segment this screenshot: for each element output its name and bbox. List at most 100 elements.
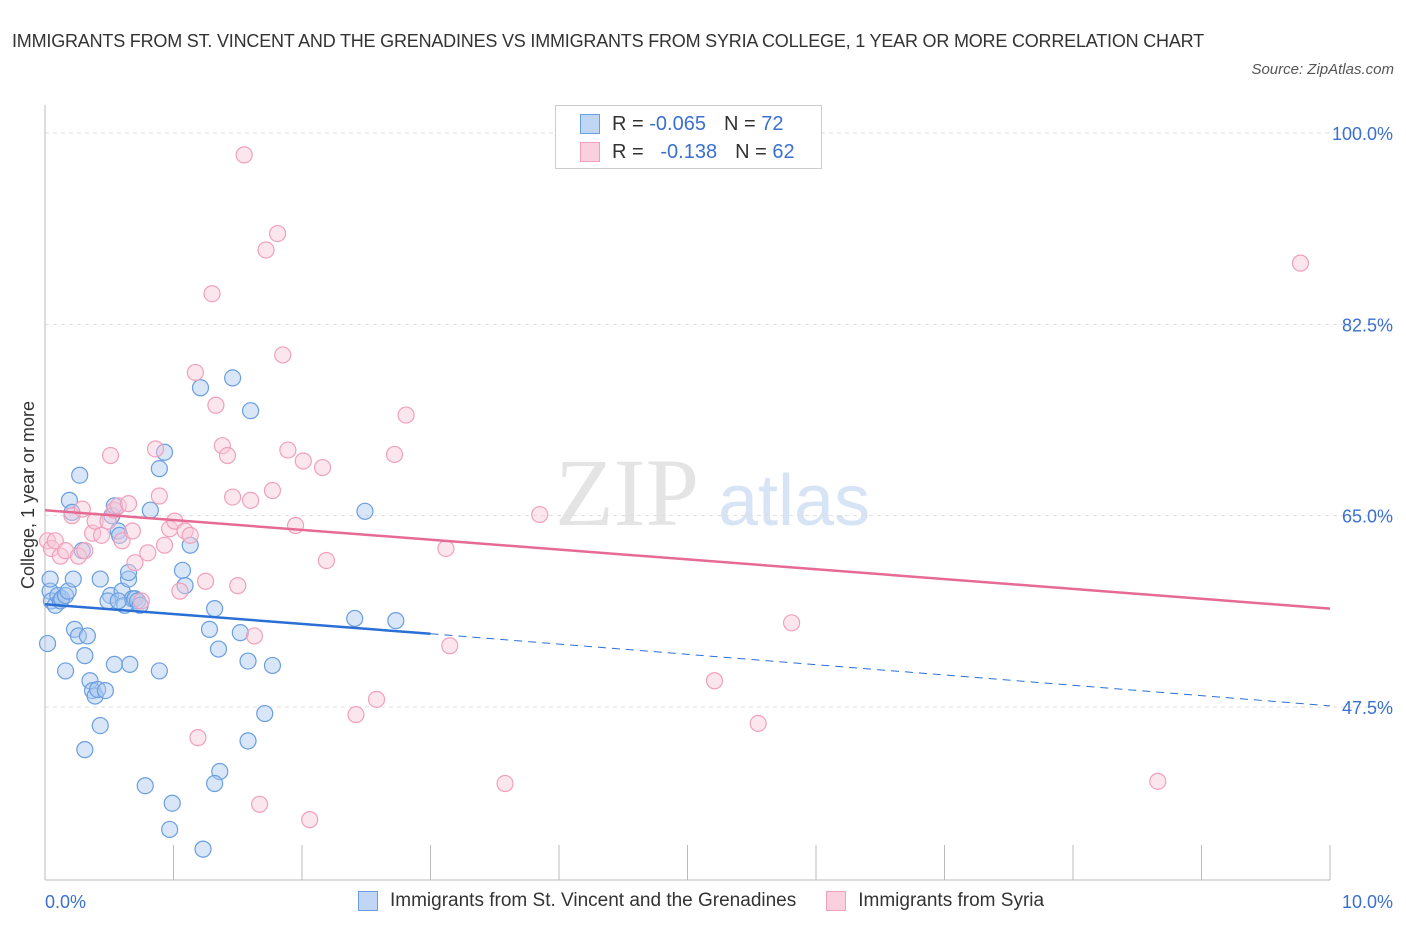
y-axis-label: College, 1 year or more bbox=[18, 401, 38, 589]
syria-point bbox=[109, 497, 127, 515]
syria-point bbox=[286, 516, 305, 535]
series-legend-stvincent: Immigrants from St. Vincent and the Gren… bbox=[358, 890, 796, 912]
n-value: 62 bbox=[772, 140, 795, 163]
syria-point bbox=[274, 346, 292, 364]
syria-point bbox=[397, 406, 415, 424]
syria-point bbox=[76, 542, 94, 560]
stvincent-point bbox=[346, 609, 364, 628]
syria-point bbox=[257, 241, 275, 259]
syria-point bbox=[385, 445, 404, 464]
n-label: N = bbox=[723, 112, 756, 135]
syria-point bbox=[1149, 772, 1167, 790]
syria-point bbox=[189, 729, 207, 747]
n-value: 72 bbox=[761, 112, 784, 135]
syria-point bbox=[101, 446, 120, 465]
y-tick-label: 65.0% bbox=[1342, 507, 1393, 527]
stvincent-point bbox=[206, 774, 224, 793]
legend-row-syria: R = -0.138 N = 62 bbox=[580, 138, 795, 166]
r-value: -0.138 bbox=[660, 140, 718, 163]
stvincent-point bbox=[41, 570, 59, 588]
series-name: Immigrants from Syria bbox=[858, 890, 1045, 911]
syria-point bbox=[317, 551, 336, 570]
stvincent-point bbox=[91, 716, 109, 735]
stvincent-point bbox=[38, 634, 57, 653]
syria-point bbox=[181, 526, 199, 544]
syria-point bbox=[294, 452, 312, 470]
stvincent-point bbox=[150, 662, 168, 680]
y-tick-label: 82.5% bbox=[1342, 315, 1393, 335]
syria-point bbox=[56, 542, 75, 560]
syria-point bbox=[229, 577, 247, 595]
syria-point bbox=[224, 488, 242, 506]
syria-point bbox=[347, 706, 365, 724]
stvincent-point bbox=[256, 704, 274, 723]
syria-point bbox=[250, 795, 269, 813]
stvincent-point bbox=[109, 592, 127, 610]
stvincent-point bbox=[78, 627, 97, 645]
stvincent-point bbox=[105, 497, 123, 515]
stvincent-point bbox=[163, 794, 181, 812]
stvincent-point bbox=[76, 741, 94, 759]
syria-point bbox=[367, 690, 386, 708]
series-legend-syria: Immigrants from Syria bbox=[826, 890, 1044, 912]
syria-point bbox=[242, 491, 260, 509]
series-legend: Immigrants from St. Vincent and the Gren… bbox=[358, 890, 1074, 912]
stvincent-point bbox=[155, 443, 174, 461]
stvincent-trend-extension bbox=[430, 633, 1331, 707]
syria-point bbox=[279, 441, 297, 459]
syria-trend-line bbox=[44, 508, 1331, 610]
stats-legend: R = -0.065 N = 72 R = -0.138 N = 62 bbox=[555, 105, 822, 169]
stvincent-point bbox=[209, 640, 228, 658]
stvincent-point bbox=[231, 624, 249, 642]
pink-swatch bbox=[580, 142, 600, 162]
syria-point bbox=[218, 446, 237, 465]
syria-point bbox=[213, 437, 231, 455]
syria-point bbox=[263, 481, 282, 500]
stvincent-point bbox=[200, 620, 219, 638]
watermark-zip: ZIP bbox=[555, 439, 699, 546]
stvincent-point bbox=[136, 777, 154, 795]
syria-point bbox=[171, 582, 189, 600]
stvincent-point bbox=[194, 840, 212, 858]
stvincent-point bbox=[150, 460, 168, 478]
stvincent-point bbox=[119, 570, 138, 588]
blue-swatch bbox=[580, 114, 600, 134]
y-tick-label: 47.5% bbox=[1342, 698, 1393, 718]
syria-point bbox=[150, 487, 168, 505]
stvincent-point bbox=[206, 599, 224, 618]
stvincent-point bbox=[121, 655, 139, 673]
syria-point bbox=[301, 811, 319, 829]
stvincent-point bbox=[71, 466, 89, 484]
syria-point bbox=[126, 554, 144, 572]
syria-point bbox=[186, 363, 204, 382]
stvincent-point bbox=[91, 570, 109, 588]
x-tick-label: 0.0% bbox=[45, 892, 86, 912]
r-value: -0.065 bbox=[649, 112, 706, 135]
stvincent-trend-line bbox=[44, 602, 431, 635]
stvincent-point bbox=[263, 656, 282, 675]
chart-title: IMMIGRANTS FROM ST. VINCENT AND THE GREN… bbox=[12, 31, 1204, 51]
syria-point bbox=[245, 627, 264, 645]
syria-point bbox=[1291, 254, 1310, 272]
syria-point bbox=[441, 637, 459, 655]
syria-point bbox=[203, 285, 221, 303]
stvincent-point bbox=[161, 820, 179, 839]
syria-point bbox=[92, 526, 111, 544]
syria-point bbox=[139, 544, 157, 562]
n-label: N = bbox=[735, 140, 767, 163]
syria-point bbox=[123, 522, 141, 540]
stvincent-point bbox=[96, 681, 114, 700]
syria-point bbox=[496, 774, 514, 793]
stvincent-point bbox=[191, 379, 210, 397]
stvincent-point bbox=[56, 662, 75, 680]
pink-swatch bbox=[826, 891, 847, 911]
legend-row-stvincent: R = -0.065 N = 72 bbox=[580, 110, 783, 138]
syria-point bbox=[235, 146, 253, 164]
syria-point bbox=[749, 714, 767, 733]
syria-point bbox=[132, 592, 150, 610]
stvincent-point bbox=[239, 652, 257, 670]
stvincent-point bbox=[76, 647, 94, 665]
syria-point bbox=[207, 396, 225, 414]
